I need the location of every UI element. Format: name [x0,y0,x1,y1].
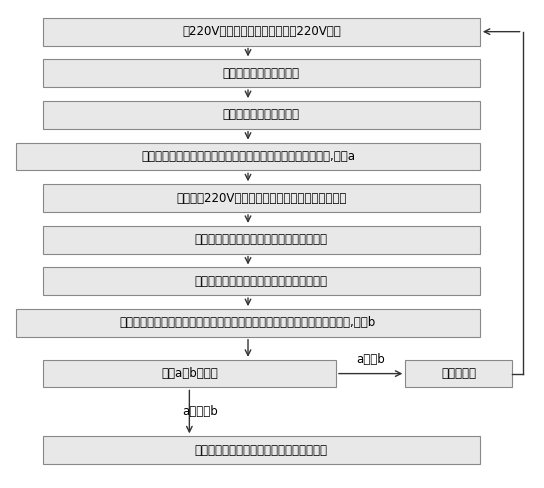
Text: 校准电压表: 校准电压表 [441,367,476,380]
FancyBboxPatch shape [43,267,480,295]
Text: 用电压表测量待测配电变压器输出端电压值: 用电压表测量待测配电变压器输出端电压值 [195,233,328,246]
FancyBboxPatch shape [43,18,480,45]
FancyBboxPatch shape [43,360,336,387]
Text: 比较a与b的大小: 比较a与b的大小 [161,367,218,380]
FancyBboxPatch shape [43,226,480,254]
Text: 从220V标准配电变压器二次侧取220V电压: 从220V标准配电变压器二次侧取220V电压 [182,25,341,38]
FancyBboxPatch shape [16,142,480,170]
FancyBboxPatch shape [405,360,512,387]
FancyBboxPatch shape [16,309,480,337]
Text: 将电压表测得的电压值与标准表测得的电压值对比，计算误差,记为a: 将电压表测得的电压值与标准表测得的电压值对比，计算误差,记为a [141,150,355,163]
FancyBboxPatch shape [43,436,480,464]
FancyBboxPatch shape [43,184,480,212]
FancyBboxPatch shape [43,101,480,129]
Text: a大于b: a大于b [356,353,385,366]
Text: 用电压表测量取得的电压: 用电压表测量取得的电压 [223,67,300,80]
Text: 用标准表测量待测配电变压器输出端电压值: 用标准表测量待测配电变压器输出端电压值 [195,275,328,288]
FancyBboxPatch shape [43,60,480,87]
Text: 将取得的220V的电压加载待测配电变压器的输入端: 将取得的220V的电压加载待测配电变压器的输入端 [176,192,347,204]
Text: 将电压表测得的输出端电压值与标准表测得的输出端电压值对比，计算误差,记为b: 将电压表测得的输出端电压值与标准表测得的输出端电压值对比，计算误差,记为b [120,316,376,329]
Text: 用标准表测量取得的电压: 用标准表测量取得的电压 [223,108,300,122]
Text: a不大于b: a不大于b [182,406,218,418]
Text: 根据输入端和输出端电压值，判断线圈材质: 根据输入端和输出端电压值，判断线圈材质 [195,444,328,457]
